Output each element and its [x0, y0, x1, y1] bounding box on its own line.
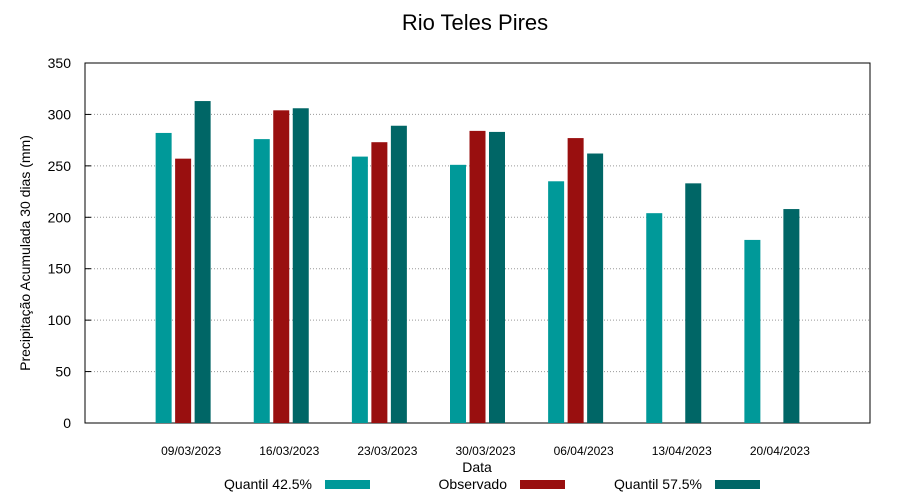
y-axis-label: Precipitação Acumulada 30 dias (mm) — [17, 135, 33, 371]
bar — [450, 164, 466, 424]
y-tick-label: 350 — [48, 55, 72, 71]
legend-label: Observado — [439, 476, 508, 492]
y-tick-label: 300 — [48, 106, 72, 122]
bar — [194, 101, 211, 424]
bar — [548, 181, 565, 423]
legend-swatch — [325, 480, 370, 489]
y-tick-label: 100 — [48, 312, 72, 328]
bar — [273, 110, 290, 424]
bar — [390, 125, 407, 423]
bar — [489, 131, 505, 423]
legend-label: Quantil 57.5% — [614, 476, 702, 492]
x-tick-label: 20/04/2023 — [750, 444, 810, 458]
legend-swatch — [715, 480, 760, 489]
bar — [567, 138, 584, 424]
x-axis-label: Data — [462, 459, 492, 475]
bar — [155, 132, 172, 423]
y-tick-label: 200 — [48, 209, 72, 225]
bar — [292, 108, 309, 423]
legend-swatch — [520, 480, 565, 489]
y-tick-label: 250 — [48, 158, 72, 174]
x-tick-label: 09/03/2023 — [161, 444, 221, 458]
bar — [685, 183, 702, 423]
x-tick-label: 30/03/2023 — [455, 444, 515, 458]
chart-title: Rio Teles Pires — [402, 10, 548, 35]
x-tick-label: 23/03/2023 — [357, 444, 417, 458]
y-tick-label: 150 — [48, 261, 72, 277]
bar — [646, 213, 663, 423]
x-tick-label: 16/03/2023 — [259, 444, 319, 458]
x-tick-label: 13/04/2023 — [652, 444, 712, 458]
x-tick-label: 06/04/2023 — [554, 444, 614, 458]
legend-label: Quantil 42.5% — [224, 476, 312, 492]
bar — [744, 239, 761, 423]
y-tick-label: 0 — [63, 415, 71, 431]
bar — [783, 209, 800, 423]
bar — [587, 153, 604, 423]
y-tick-label: 50 — [55, 364, 71, 380]
bar — [175, 158, 192, 423]
bar — [351, 156, 368, 423]
bar — [371, 142, 388, 423]
bar — [469, 130, 486, 423]
bar — [253, 139, 270, 423]
